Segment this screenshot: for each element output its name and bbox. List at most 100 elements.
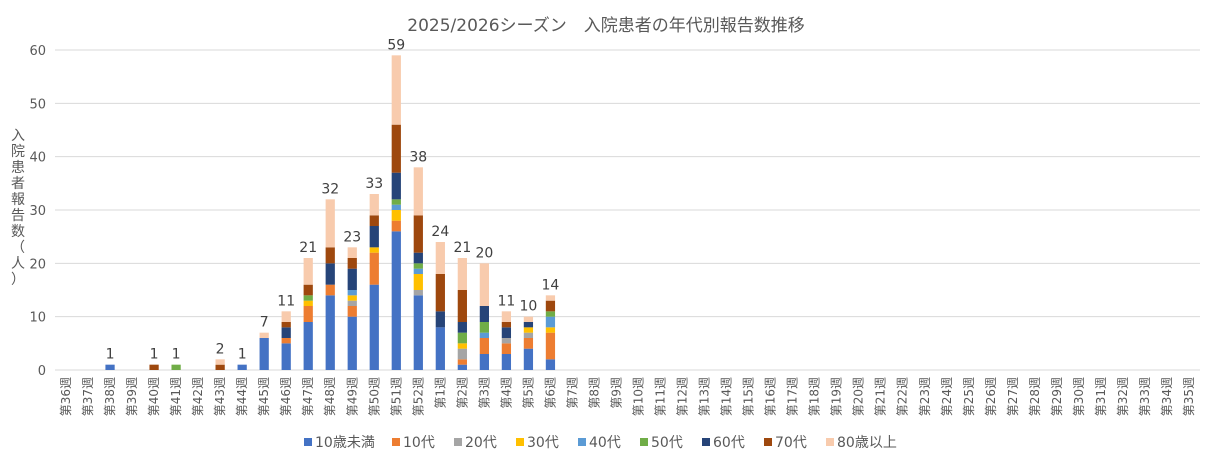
y-tick-label: 10	[29, 311, 46, 326]
x-tick-label: 第36週	[59, 377, 73, 416]
x-tick-label: 第40週	[147, 377, 161, 416]
bar-segment	[523, 322, 534, 328]
bar-segment	[303, 300, 313, 306]
x-tick-label: 第20週	[852, 377, 866, 416]
total-data-label: 7	[260, 315, 269, 331]
x-tick-label: 第26週	[984, 377, 998, 416]
bar-segment	[501, 327, 512, 338]
bar-segment	[369, 247, 379, 253]
gridlines	[55, 49, 1200, 371]
legend: 10歳未満 10代 20代 30代 40代 50代 60代 70代 80歳以上	[304, 435, 897, 451]
bar-segment	[347, 295, 357, 301]
bar-segment	[237, 364, 247, 370]
total-data-label: 14	[542, 277, 560, 293]
bar-segment	[413, 290, 423, 296]
chart-title: 2025/2026シーズン 入院患者の年代別報告数推移	[407, 16, 804, 36]
legend-swatch	[640, 438, 648, 446]
x-tick-label: 第9週	[609, 377, 623, 409]
x-tick-label: 第41週	[169, 377, 183, 416]
x-tick-label: 第18週	[808, 377, 822, 416]
y-tick-label: 60	[29, 44, 46, 59]
bar-segment	[391, 204, 401, 210]
bar-segment	[501, 338, 512, 344]
bar-segment	[369, 226, 379, 248]
x-tick-label: 第39週	[125, 377, 139, 416]
x-tick-label: 第3週	[477, 377, 491, 409]
x-tick-label: 第23週	[918, 377, 932, 416]
y-tick-label: 20	[29, 257, 46, 272]
bar-segment	[347, 316, 357, 370]
bar-segment	[391, 210, 401, 221]
x-tick-label: 第10週	[632, 377, 646, 416]
bar-segment	[391, 124, 401, 173]
bar-segment	[479, 338, 489, 354]
bar-segment	[413, 274, 423, 290]
x-tick-label: 第17週	[786, 377, 800, 416]
legend-swatch	[578, 438, 586, 446]
x-tick-label: 第37週	[81, 377, 95, 416]
bar-segment	[435, 274, 445, 312]
x-tick-label: 第8週	[587, 377, 601, 409]
total-data-label: 21	[453, 240, 471, 256]
total-data-label: 21	[299, 240, 317, 256]
bar-segment	[523, 338, 534, 349]
bar-segment	[369, 252, 379, 285]
x-tick-label: 第34週	[1160, 377, 1174, 416]
x-tick-label: 第49週	[345, 377, 359, 416]
bar-segment	[479, 306, 489, 322]
bar-segment	[259, 332, 269, 338]
x-tick-label: 第5週	[521, 377, 535, 409]
x-tick-label: 第52週	[411, 377, 425, 416]
bar-segment	[303, 322, 313, 370]
legend-item: 80歳以上	[826, 435, 897, 451]
bar-segment	[325, 247, 335, 264]
bar-segment	[259, 338, 269, 370]
x-tick-label: 第35週	[1182, 377, 1196, 416]
x-tick-label: 第6週	[543, 377, 557, 409]
legend-label: 10歳未満	[315, 435, 375, 451]
bar-segment	[391, 172, 401, 200]
bar-segment	[369, 215, 379, 226]
total-data-label: 1	[172, 347, 181, 363]
legend-label: 20代	[465, 435, 497, 451]
bar-segment	[457, 258, 467, 290]
bar-segment	[281, 327, 291, 338]
legend-swatch	[764, 438, 772, 446]
x-tick-label: 第46週	[279, 377, 293, 416]
legend-swatch	[304, 438, 312, 446]
x-tick-label: 第4週	[499, 377, 513, 409]
x-tick-label: 第42週	[191, 377, 205, 416]
bar-segment	[457, 359, 467, 365]
x-tick-label: 第50週	[367, 377, 381, 416]
bar-segment	[325, 284, 335, 296]
x-tick-label: 第28週	[1028, 377, 1042, 416]
total-data-label: 33	[365, 176, 383, 192]
legend-item: 10歳未満	[304, 435, 375, 451]
y-axis-label: 入院患者報告数（人）	[11, 128, 25, 288]
bar-segment	[479, 354, 489, 370]
y-tick-label: 0	[38, 364, 46, 379]
total-data-label: 38	[409, 149, 427, 165]
bar-segment	[391, 199, 401, 205]
bar-segment	[413, 268, 423, 274]
total-data-label: 20	[475, 245, 493, 261]
bar-segment	[105, 364, 115, 370]
bar-segment	[435, 327, 445, 370]
y-tick-label: 50	[29, 97, 46, 112]
bar-segment	[501, 322, 512, 328]
bar-segment	[523, 327, 534, 333]
x-tick-label: 第15週	[742, 377, 756, 416]
x-tick-label: 第38週	[103, 377, 117, 416]
x-tick-label: 第45週	[257, 377, 271, 416]
x-tick-label: 第1週	[433, 377, 447, 409]
x-tick-label: 第27週	[1006, 377, 1020, 416]
bar-segment	[347, 247, 357, 258]
bar-segment	[347, 306, 357, 317]
bar-segment	[391, 220, 401, 232]
legend-swatch	[392, 438, 400, 446]
x-tick-label: 第48週	[323, 377, 337, 416]
bar-segment	[545, 332, 556, 360]
bar-segment	[325, 295, 335, 370]
x-tick-label: 第44週	[235, 377, 249, 416]
bar-segment	[303, 258, 313, 285]
